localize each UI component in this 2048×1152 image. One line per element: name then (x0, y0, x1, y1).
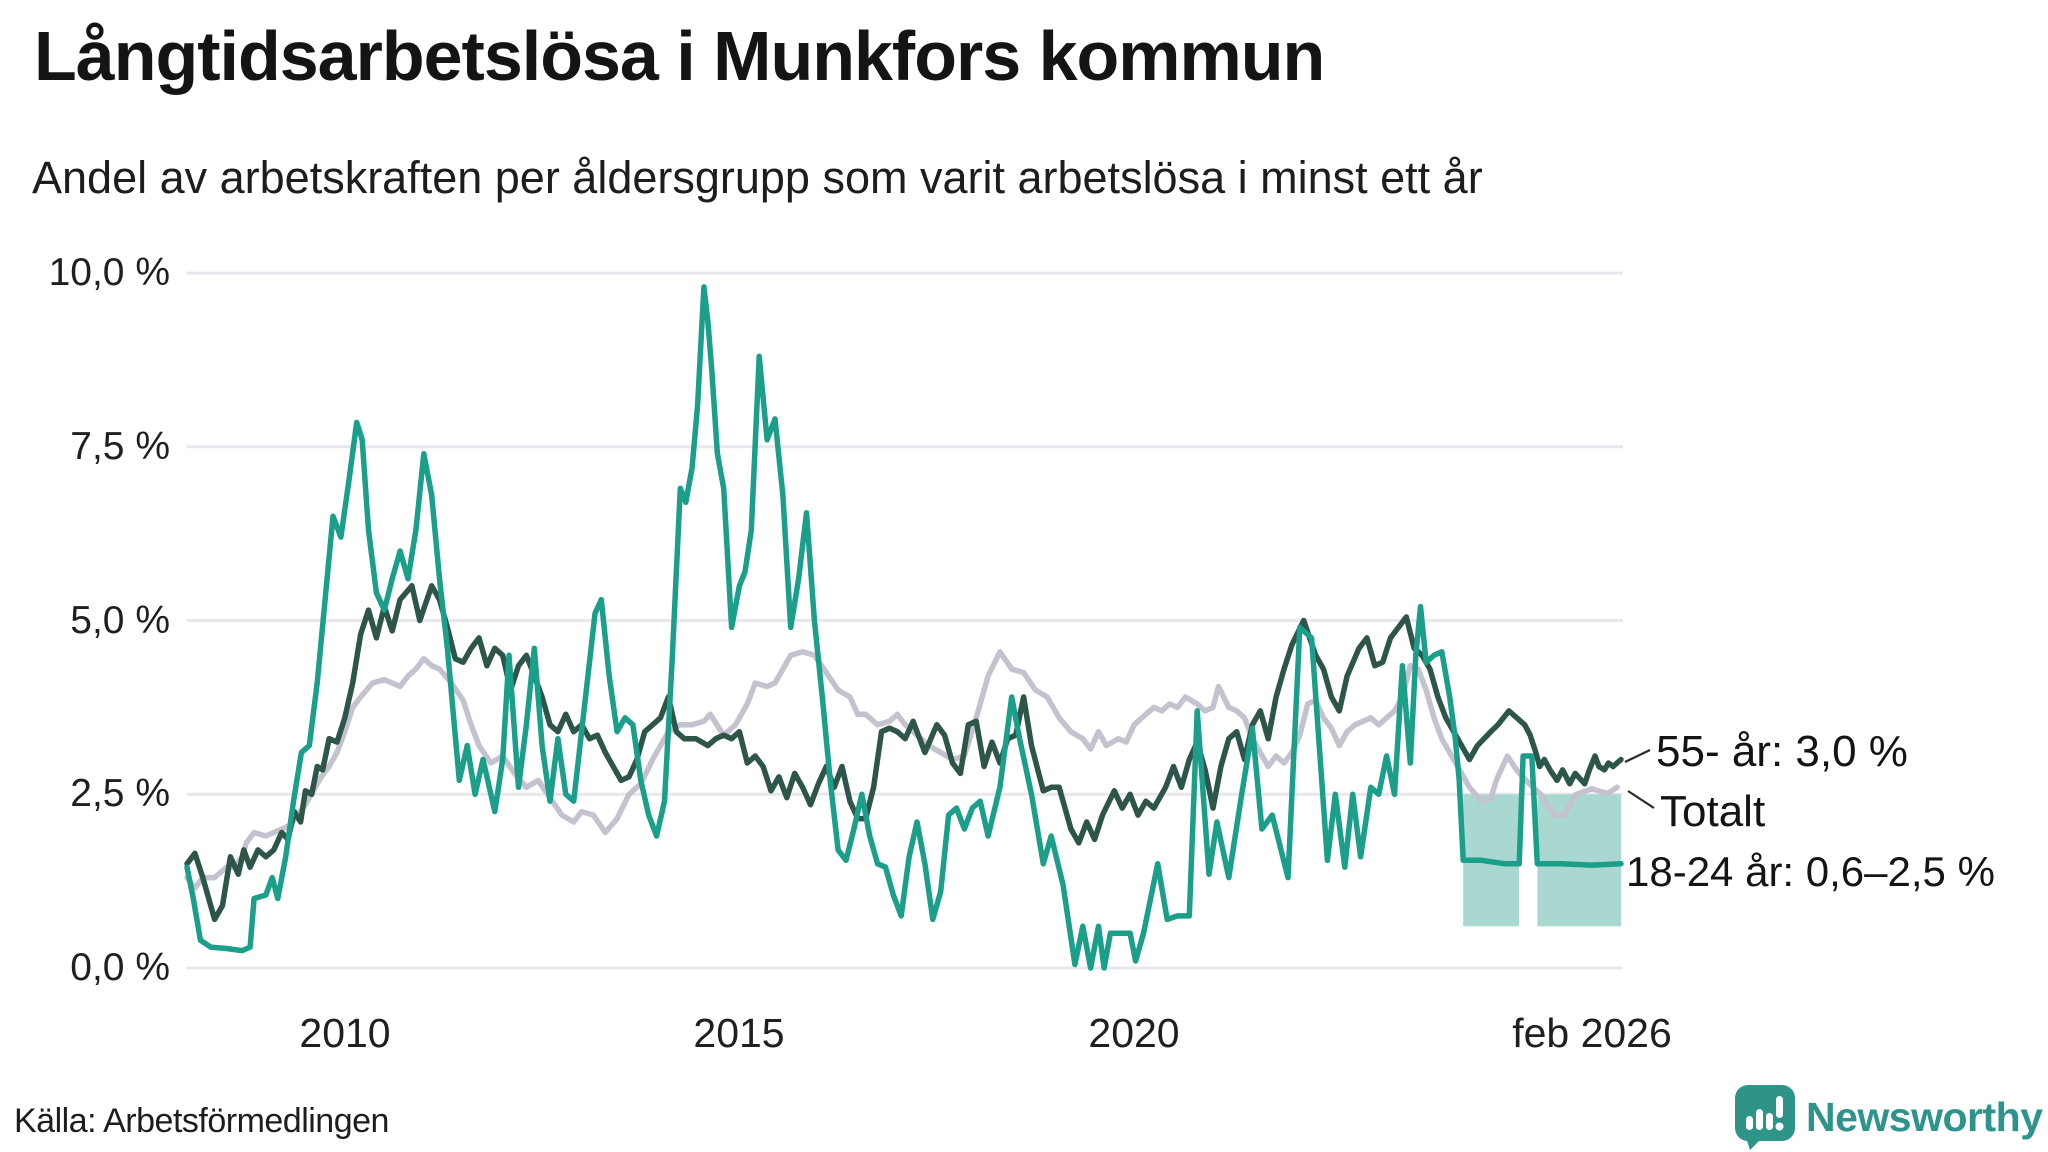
page-title: Långtidsarbetslösa i Munkfors kommun (34, 17, 1325, 95)
y-tick-0: 0,0 % (70, 946, 170, 989)
label-connector (1624, 749, 1651, 763)
chart-subtitle: Andel av arbetskraften per åldersgrupp s… (32, 152, 1483, 203)
x-tick-feb-2026: feb 2026 (1512, 1010, 1672, 1056)
y-tick-10: 10,0 % (48, 251, 170, 294)
brand-name: Newsworthy (1806, 1094, 2043, 1140)
x-tick-2015: 2015 (693, 1010, 785, 1056)
label-connector (1627, 790, 1655, 809)
series-label-18-24: 18-24 år: 0,6–2,5 % (1626, 848, 1995, 895)
series-line-18-24år (184, 284, 1624, 971)
y-tick-2-5: 2,5 % (70, 772, 170, 815)
uncertainty-band (1537, 794, 1621, 927)
source-text: Källa: Arbetsförmedlingen (14, 1102, 389, 1140)
y-tick-7-5: 7,5 % (70, 425, 170, 468)
y-tick-5: 5,0 % (70, 599, 170, 642)
x-tick-2020: 2020 (1088, 1010, 1180, 1056)
series-label-55: 55- år: 3,0 % (1656, 727, 1908, 776)
newsworthy-speech-bubble-bar-chart-icon (1735, 1085, 1795, 1150)
series-label-totalt: Totalt (1660, 787, 1766, 836)
series-line-55-år (184, 583, 1624, 923)
x-tick-2010: 2010 (299, 1010, 391, 1056)
